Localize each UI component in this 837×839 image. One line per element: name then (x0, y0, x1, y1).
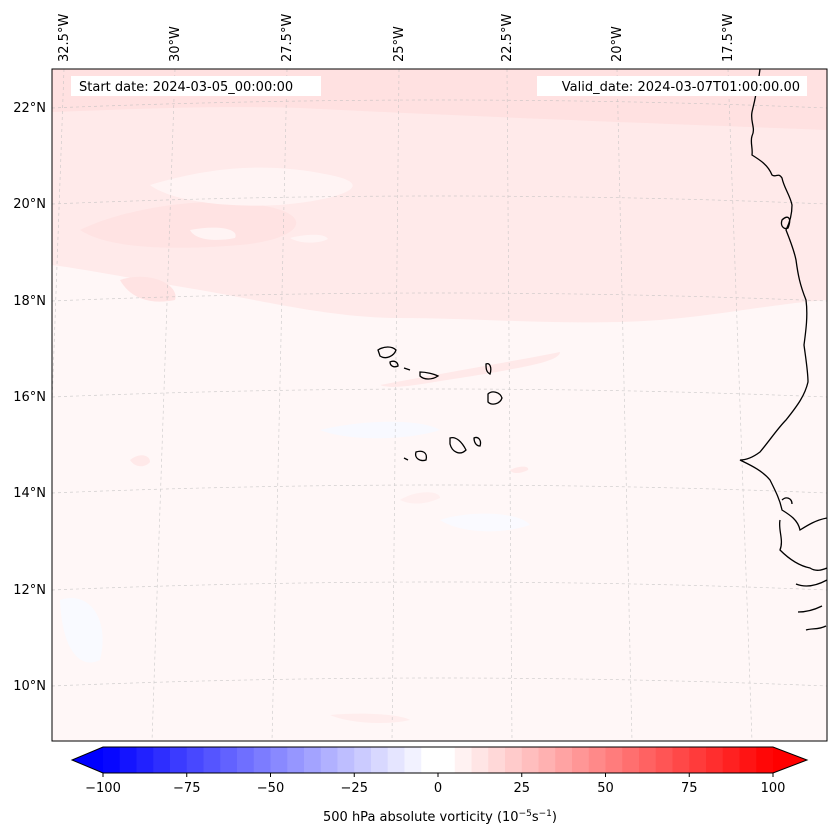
colorbar-label: 500 hPa absolute vorticity (10−5s−1) (323, 809, 557, 825)
longitude-labels: 32.5°W 30°W 27.5°W 25°W 22.5°W 20°W 17.5… (57, 14, 736, 62)
colorbar-segment (203, 747, 221, 773)
vorticity-field (52, 69, 827, 741)
colorbar-segment (119, 747, 138, 773)
colorbar-segment (505, 747, 523, 773)
lon-label: 27.5°W (280, 14, 295, 62)
colorbar-segment (639, 747, 657, 773)
colorbar-segment (521, 747, 540, 773)
colorbar-tick-label: 50 (597, 781, 614, 796)
colorbar-tick-label: 100 (761, 781, 786, 796)
lat-label: 22°N (13, 101, 46, 116)
graticule (52, 69, 827, 741)
start-date-text: Start date: 2024-03-05_00:00:00 (79, 80, 293, 95)
start-date-box (71, 76, 321, 96)
lat-label: 20°N (13, 197, 46, 212)
colorbar-segment (253, 747, 272, 773)
colorbar-segment (722, 747, 741, 773)
valid-date-box (537, 76, 807, 96)
colorbar-segment (605, 747, 623, 773)
colorbar-segment (354, 747, 372, 773)
colorbar-segment (555, 747, 573, 773)
colorbar-tick-label: −75 (173, 781, 200, 796)
colorbar-segment (488, 747, 506, 773)
colorbar-segment (689, 747, 707, 773)
latitude-labels: 22°N 20°N 18°N 16°N 14°N 12°N 10°N (13, 101, 46, 694)
colorbar-segment (706, 747, 724, 773)
colorbar-segment (471, 747, 489, 773)
lat-label: 10°N (13, 679, 46, 694)
lon-label: 22.5°W (500, 14, 515, 62)
valid-date-text: Valid_date: 2024-03-07T01:00:00.00 (562, 80, 800, 95)
colorbar-segment (655, 747, 674, 773)
lon-label: 25°W (392, 26, 407, 62)
lon-label: 32.5°W (57, 14, 72, 62)
lat-label: 12°N (13, 583, 46, 598)
lon-label: 17.5°W (721, 14, 736, 62)
colorbar-tick-label: −50 (257, 781, 284, 796)
colorbar-tick-label: 25 (513, 781, 530, 796)
colorbar-extend-high (773, 747, 807, 773)
colorbar-segment (186, 747, 205, 773)
colorbar-segment (672, 747, 690, 773)
colorbar-segment (404, 747, 422, 773)
colorbar-segment (320, 747, 339, 773)
colorbar-segment (237, 747, 255, 773)
colorbar-segment (220, 747, 238, 773)
coastline (377, 69, 827, 631)
colorbar-segment (270, 747, 288, 773)
colorbar-segment (588, 747, 607, 773)
lat-label: 14°N (13, 486, 46, 501)
colorbar-segment (136, 747, 154, 773)
colorbar-segment (454, 747, 473, 773)
colorbar-segment (103, 747, 121, 773)
colorbar-segment (337, 747, 355, 773)
colorbar-segment (622, 747, 640, 773)
lat-label: 16°N (13, 390, 46, 405)
colorbar-tick-label: −100 (85, 781, 121, 796)
colorbar-segment (756, 747, 774, 773)
colorbar-tick-label: 75 (681, 781, 698, 796)
colorbar-segment (170, 747, 188, 773)
colorbar-segment (153, 747, 171, 773)
colorbar: −100 −75 −50 −25 0 25 50 75 100 500 hPa absolute… (70, 746, 809, 825)
colorbar-segment (387, 747, 406, 773)
lon-label: 20°W (610, 26, 625, 62)
colorbar-segments (103, 747, 774, 773)
colorbar-extend-low (72, 747, 103, 773)
lat-label: 18°N (13, 294, 46, 309)
colorbar-ticks: −100 −75 −50 −25 0 25 50 75 100 (85, 773, 785, 796)
colorbar-segment (572, 747, 590, 773)
colorbar-segment (438, 747, 456, 773)
colorbar-segment (287, 747, 305, 773)
colorbar-segment (739, 747, 757, 773)
colorbar-segment (304, 747, 322, 773)
colorbar-segment (421, 747, 439, 773)
map-frame (51, 68, 828, 742)
colorbar-segment (371, 747, 389, 773)
colorbar-tick-label: 0 (434, 781, 442, 796)
lon-label: 30°W (168, 26, 183, 62)
colorbar-segment (538, 747, 556, 773)
colorbar-tick-label: −25 (341, 781, 368, 796)
